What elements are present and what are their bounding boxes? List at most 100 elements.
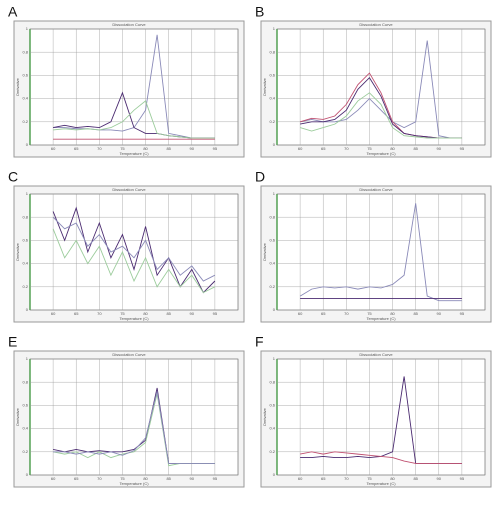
y-tick-label: 0 [273,307,276,312]
x-tick-label: 75 [120,146,125,151]
y-tick-label: 0.2 [22,449,28,454]
y-axis-label: Derivative [15,407,20,426]
y-tick-label: 1 [273,356,276,361]
y-tick-label: 0.4 [269,261,275,266]
y-axis-label: Derivative [15,77,20,96]
x-tick-label: 95 [213,146,218,151]
panel-label: E [8,334,17,350]
y-tick-label: 0.4 [22,261,28,266]
plot-area [29,193,239,311]
y-tick-label: 1 [26,356,29,361]
y-axis-label: Derivative [15,242,20,261]
panel-label: D [255,169,265,185]
x-tick-label: 65 [74,146,79,151]
x-tick-label: 90 [437,311,442,316]
x-tick-label: 75 [120,311,125,316]
x-tick-label: 80 [143,146,148,151]
melt-curve [52,206,216,294]
y-tick-label: 0.8 [22,214,28,219]
y-axis-label: Derivative [262,407,267,426]
y-tick-label: 0.8 [269,214,275,219]
melt-curve [299,92,462,139]
melt-curve [52,228,216,294]
x-tick-label: 90 [437,146,442,151]
x-tick-label: 60 [298,476,303,481]
x-tick-label: 65 [321,146,326,151]
panel: F Dissociation Curve Temperature (C) Deriva… [255,334,492,488]
y-tick-label: 0.2 [269,449,275,454]
x-tick-label: 60 [51,146,56,151]
x-tick-label: 85 [413,476,418,481]
x-tick-label: 70 [97,476,102,481]
y-tick-label: 0.6 [22,72,28,77]
plot-area [276,28,486,146]
y-tick-label: 0.4 [269,426,275,431]
x-tick-label: 95 [460,311,465,316]
x-tick-label: 95 [460,146,465,151]
x-axis-label: Temperature (C) [119,151,149,156]
y-axis-label: Derivative [262,77,267,96]
y-tick-label: 1 [26,26,29,31]
x-tick-label: 85 [413,146,418,151]
chart-title: Dissociation Curve [112,352,146,357]
y-tick-label: 0.8 [269,379,275,384]
plot-area [276,358,486,476]
x-tick-label: 90 [190,311,195,316]
panel: B Dissociation Curve Temperature (C) Deriva… [255,4,492,158]
x-tick-label: 70 [97,311,102,316]
x-tick-label: 75 [120,476,125,481]
y-tick-label: 0.4 [22,426,28,431]
x-tick-label: 70 [344,476,349,481]
y-tick-label: 0.2 [269,284,275,289]
x-tick-label: 60 [298,146,303,151]
y-tick-label: 0 [273,472,276,477]
x-tick-label: 80 [390,476,395,481]
x-tick-label: 60 [51,476,56,481]
x-tick-label: 80 [390,146,395,151]
x-axis-label: Temperature (C) [119,316,149,321]
x-tick-label: 85 [413,311,418,316]
panel-label: B [255,4,264,20]
x-tick-label: 70 [97,146,102,151]
x-tick-label: 65 [74,476,79,481]
x-tick-label: 95 [213,476,218,481]
x-tick-label: 80 [143,476,148,481]
y-tick-label: 0.4 [269,96,275,101]
x-tick-label: 70 [344,311,349,316]
plot-area [29,358,239,476]
panel-label: C [8,169,18,185]
x-tick-label: 65 [321,476,326,481]
x-tick-label: 75 [367,476,372,481]
y-tick-label: 0.4 [22,96,28,101]
x-tick-label: 75 [367,311,372,316]
y-tick-label: 0 [26,307,29,312]
x-tick-label: 70 [344,146,349,151]
melt-curve [52,216,216,282]
plot-area [276,193,486,311]
y-tick-label: 0.2 [269,119,275,124]
panel: D Dissociation Curve Temperature (C) Deriva… [255,169,492,323]
y-tick-label: 1 [273,26,276,31]
x-tick-label: 90 [190,476,195,481]
x-tick-label: 80 [390,311,395,316]
y-tick-label: 0.6 [22,237,28,242]
y-axis-label: Derivative [262,242,267,261]
y-tick-label: 0 [26,142,29,147]
x-tick-label: 85 [166,476,171,481]
x-axis-label: Temperature (C) [366,316,396,321]
y-tick-label: 0.8 [269,49,275,54]
panel: E Dissociation Curve Temperature (C) Deriva… [8,334,245,488]
melt-curve [53,391,215,464]
x-axis-label: Temperature (C) [119,481,149,486]
chart-title: Dissociation Curve [359,352,393,357]
chart-title: Dissociation Curve [112,22,146,27]
y-tick-label: 0 [26,472,29,477]
y-tick-label: 0.8 [22,379,28,384]
y-tick-label: 0.2 [22,284,28,289]
x-tick-label: 65 [321,311,326,316]
panel: A Dissociation Curve Temperature (C) Deriva… [8,4,245,158]
x-axis-label: Temperature (C) [366,481,396,486]
y-tick-label: 0.2 [22,119,28,124]
x-tick-label: 60 [298,311,303,316]
